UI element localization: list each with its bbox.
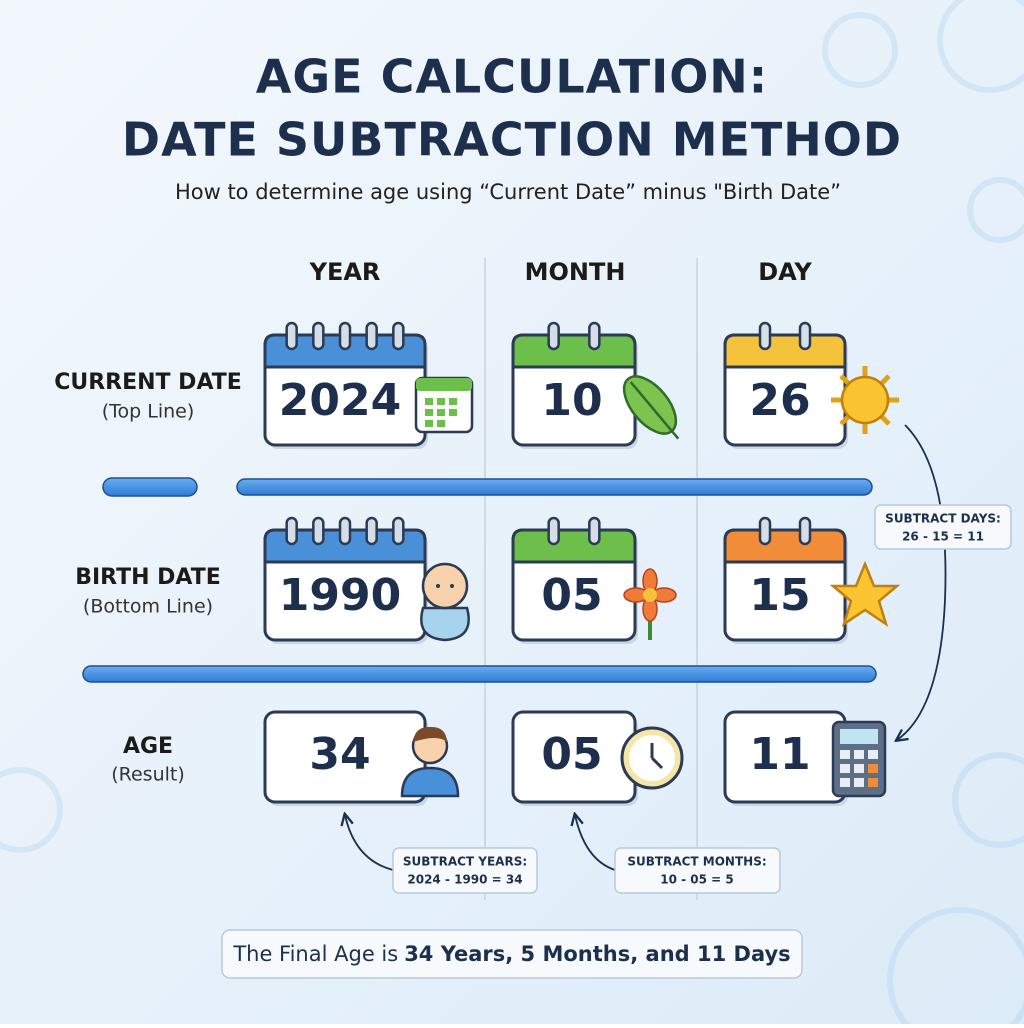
subtitle: How to determine age using “Current Date…: [175, 180, 841, 204]
row-sublabel: (Bottom Line): [83, 596, 213, 618]
card-header: [723, 528, 847, 564]
card: 11: [723, 710, 848, 806]
note-box: [614, 847, 781, 894]
column-header: MONTH: [525, 258, 626, 286]
summary-bold: 34 Years, 5 Months, and 11 Days: [404, 942, 791, 966]
card-ring: [758, 321, 772, 351]
row-label: AGE: [123, 734, 173, 759]
title: AGE CALCULATION:: [256, 50, 768, 104]
card-header: [511, 528, 637, 564]
note-title: SUBTRACT DAYS:: [885, 512, 1001, 526]
row-label: BIRTH DATE: [75, 565, 221, 590]
card-header: [263, 333, 427, 369]
cell-value: 11: [749, 729, 810, 780]
card-ring: [392, 516, 405, 546]
card-ring: [547, 321, 560, 351]
cards: 2024 10 26 1990 05 15 34 05 11: [263, 321, 848, 806]
card-ring: [588, 321, 601, 351]
cell-value: 05: [541, 570, 602, 621]
row-sublabel: (Result): [111, 764, 185, 786]
note-formula: 26 - 15 = 11: [902, 530, 984, 544]
note-box: [392, 847, 538, 894]
card-ring: [588, 516, 601, 546]
card-ring: [758, 516, 772, 546]
summary-box: [221, 929, 803, 979]
cell-value: 05: [541, 729, 602, 780]
card: 2024: [263, 321, 428, 449]
note-formula: 10 - 05 = 5: [660, 873, 734, 887]
card-ring: [392, 321, 405, 351]
card: 1990: [263, 516, 428, 644]
notes: SUBTRACT YEARS: 2024 - 1990 = 34 SUBTRACT …: [392, 504, 1012, 894]
card-ring: [312, 516, 325, 546]
card-header: [511, 333, 637, 369]
minus-bar: [102, 477, 198, 497]
note-box: [874, 504, 1012, 550]
card-ring: [285, 516, 298, 546]
note-formula: 2024 - 1990 = 34: [407, 873, 522, 887]
card-ring: [365, 321, 378, 351]
cell-value: 1990: [279, 570, 401, 621]
card: 26: [723, 321, 848, 449]
note-title: SUBTRACT MONTHS:: [627, 855, 766, 869]
note-title: SUBTRACT YEARS:: [403, 855, 527, 869]
card-header: [723, 333, 847, 369]
summary: The Final Age is 34 Years, 5 Months, and …: [232, 942, 790, 966]
card-header: [263, 528, 427, 564]
cell-value: 34: [309, 729, 370, 780]
arrows: [345, 424, 947, 871]
card: 34: [263, 710, 428, 806]
card-ring: [285, 321, 298, 351]
card-ring: [365, 516, 378, 546]
line-bar: [82, 665, 877, 683]
title: DATE SUBTRACTION METHOD: [122, 113, 902, 167]
line-bar: [236, 478, 873, 496]
column-header: YEAR: [309, 258, 381, 286]
card-ring: [798, 321, 812, 351]
cell-value: 2024: [279, 375, 401, 426]
card-ring: [798, 516, 812, 546]
card-ring: [312, 321, 325, 351]
cell-value: 26: [749, 375, 810, 426]
card: 05: [511, 516, 638, 644]
icons: [400, 366, 901, 798]
row-label: CURRENT DATE: [54, 370, 242, 395]
card: 15: [723, 516, 848, 644]
cell-value: 15: [749, 570, 810, 621]
column-header: DAY: [758, 258, 812, 286]
summary-prefix: The Final Age is: [232, 942, 398, 966]
row-sublabel: (Top Line): [102, 401, 195, 423]
cell-value: 10: [541, 375, 602, 426]
card-ring: [547, 516, 560, 546]
card: 10: [511, 321, 638, 449]
card-ring: [338, 516, 352, 546]
card: 05: [511, 710, 638, 806]
card-ring: [338, 321, 352, 351]
